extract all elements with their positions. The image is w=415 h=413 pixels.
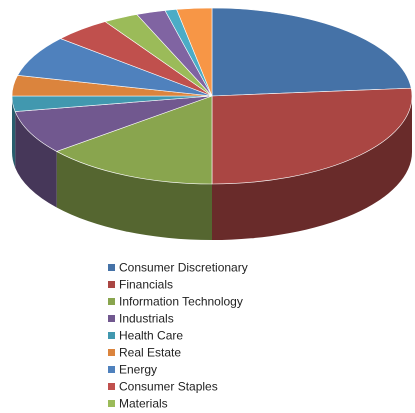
legend-swatch [108,349,115,356]
pie-slice-side-4 [15,111,57,208]
legend-label: Consumer Staples [119,380,218,394]
legend-swatch [108,281,115,288]
legend-label: Industrials [119,312,174,326]
pie-slice-3 [55,95,213,185]
legend: Consumer Discretionary Financials Informat… [108,261,248,411]
pie-slice-7 [17,38,213,97]
legend-swatch [108,264,115,271]
legend-label: Energy [119,363,157,377]
pie-slice-side-2 [212,96,412,240]
legend-item: Health Care [108,329,183,343]
legend-swatch [108,383,115,390]
legend-label: Financials [119,278,173,292]
legend-label: Consumer Discretionary [119,261,248,275]
pie-slices [11,7,413,185]
legend-item: Information Technology [108,295,243,309]
pie-slice-side-3 [56,151,213,240]
legend-swatch [108,332,115,339]
legend-item: Consumer Discretionary [108,261,248,275]
legend-label: Information Technology [119,295,243,309]
legend-swatch [108,366,115,373]
legend-item: Real Estate [108,346,181,360]
pie-slice-4 [14,95,213,152]
legend-label: Health Care [119,329,183,343]
legend-item: Energy [108,363,157,377]
pie-sides [12,96,412,240]
pie-slice-1 [211,7,412,97]
pie-slice-12 [176,7,213,97]
pie-slice-side-5 [12,96,16,168]
legend-swatch [108,315,115,322]
legend-item: Financials [108,278,173,292]
legend-label: Real Estate [119,346,181,360]
pie-slice-2 [211,87,413,185]
legend-item: Materials [108,397,168,411]
legend-item: Industrials [108,312,174,326]
legend-swatch [108,400,115,407]
legend-swatch [108,298,115,305]
legend-item: Consumer Staples [108,380,218,394]
legend-label: Materials [119,397,168,411]
